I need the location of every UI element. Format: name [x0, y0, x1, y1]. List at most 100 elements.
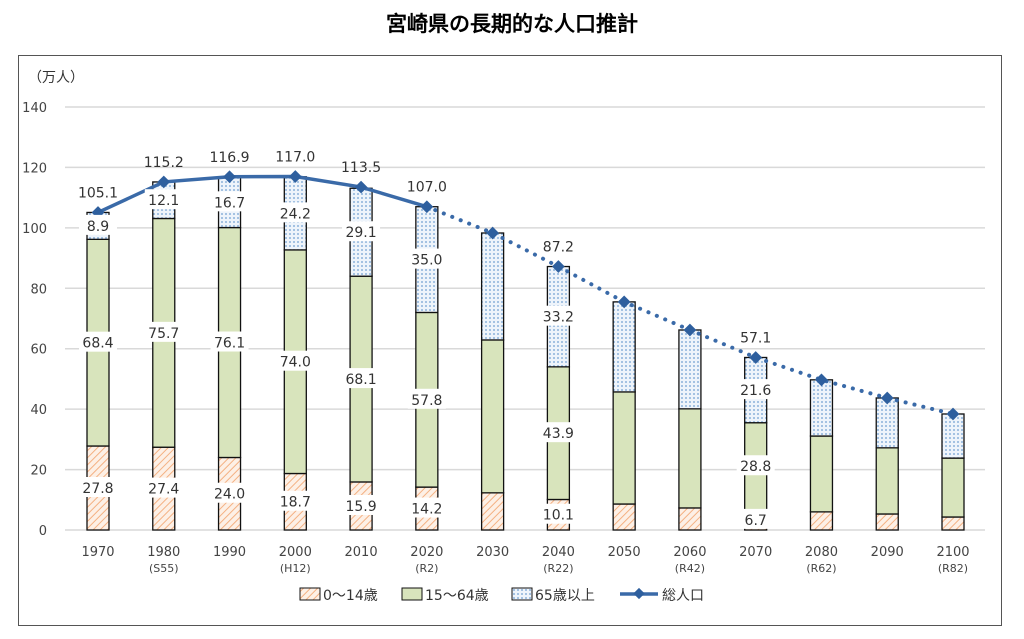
total-label: 107.0 — [407, 180, 447, 196]
total-population-marker — [354, 180, 368, 194]
legend-swatch — [299, 587, 321, 601]
data-label: 74.0 — [280, 355, 311, 371]
x-era-label: (R42) — [675, 562, 705, 575]
data-label: 14.2 — [411, 502, 442, 518]
data-label: 68.1 — [345, 372, 376, 388]
x-era-label: (R82) — [938, 562, 968, 575]
data-label-background — [210, 331, 249, 352]
bar-segment-age-0-14 — [678, 507, 702, 531]
data-label: 33.2 — [543, 310, 574, 326]
legend-label: 15～64歳 — [425, 588, 489, 604]
x-era-label: (R22) — [543, 562, 573, 575]
data-label: 12.1 — [148, 193, 179, 209]
x-tick-label: 2080 — [805, 545, 838, 560]
y-tick-label: 120 — [22, 161, 47, 176]
data-label: 27.4 — [148, 482, 179, 498]
data-label: 27.8 — [82, 481, 113, 497]
y-tick-label: 140 — [22, 101, 47, 116]
y-tick-label: 40 — [30, 403, 47, 418]
x-tick-label: 2030 — [476, 545, 509, 560]
data-label: 43.9 — [543, 426, 574, 442]
data-label-background — [539, 503, 578, 524]
data-label-background — [736, 379, 775, 400]
bar-segment-age-65-plus — [941, 413, 965, 459]
legend-label: 総人口 — [662, 588, 704, 604]
data-label: 24.0 — [214, 487, 245, 503]
data-label: 76.1 — [214, 336, 245, 352]
x-tick-label: 2010 — [345, 545, 378, 560]
data-label-background — [539, 422, 578, 443]
x-era-label: (R2) — [415, 562, 438, 575]
data-label: 6.7 — [745, 513, 767, 529]
data-label-background — [407, 497, 446, 518]
bar-segment-age-0-14 — [809, 511, 834, 531]
data-label-background — [79, 477, 117, 498]
bar-segment-age-0-14 — [480, 492, 505, 531]
data-label-background — [276, 350, 315, 371]
data-label: 15.9 — [345, 499, 376, 515]
y-tick-label: 100 — [22, 222, 47, 237]
x-tick-label: 1990 — [213, 545, 246, 560]
x-tick-label: 2020 — [410, 545, 443, 560]
total-population-marker — [486, 226, 499, 240]
data-label: 21.6 — [740, 383, 771, 399]
data-label-background — [736, 508, 775, 529]
legend-swatch — [401, 587, 423, 601]
data-label-background — [144, 477, 183, 498]
data-label-background — [736, 455, 775, 476]
bar-segment-age-15-64 — [612, 391, 636, 505]
x-tick-label: 2100 — [936, 545, 969, 560]
x-tick-label: 2000 — [279, 545, 312, 560]
x-tick-label: 2090 — [871, 545, 904, 560]
data-label: 16.7 — [214, 195, 245, 211]
bar-segment-age-0-14 — [875, 513, 899, 531]
bar-segment-age-65-plus — [809, 379, 834, 437]
data-label-background — [539, 305, 578, 326]
data-label-background — [210, 191, 249, 212]
total-label: 115.2 — [144, 155, 184, 171]
data-label: 57.8 — [411, 393, 442, 409]
x-tick-label: 1970 — [81, 545, 114, 560]
bar-segment-age-15-64 — [941, 457, 965, 518]
bar-segment-age-65-plus — [612, 301, 636, 393]
bar-segment-age-15-64 — [809, 435, 834, 513]
y-tick-label: 0 — [39, 524, 47, 539]
data-label: 35.0 — [411, 253, 442, 269]
data-label-background — [276, 490, 315, 511]
data-label-background — [342, 368, 381, 389]
bar-segment-age-65-plus — [875, 397, 899, 449]
bar-segment-age-0-14 — [612, 503, 636, 531]
bar-segment-age-0-14 — [941, 516, 965, 531]
x-tick-label: 2060 — [673, 545, 706, 560]
data-label-background — [407, 248, 446, 269]
data-label-background — [342, 494, 381, 515]
data-label: 24.2 — [280, 206, 311, 222]
x-tick-label: 2070 — [739, 545, 772, 560]
legend-label: 0～14歳 — [323, 588, 378, 604]
y-tick-label: 20 — [30, 464, 47, 479]
total-label: 87.2 — [543, 240, 574, 256]
data-label-background — [79, 331, 117, 352]
legend-diamond-icon — [633, 587, 645, 600]
data-label-background — [210, 482, 249, 503]
data-label: 68.4 — [82, 336, 113, 352]
x-era-label: (R62) — [806, 562, 836, 575]
y-axis-unit-label: （万人） — [28, 70, 84, 86]
bar-segment-age-65-plus — [678, 329, 702, 410]
data-label-background — [144, 189, 183, 210]
total-label: 113.5 — [341, 160, 381, 176]
data-label: 18.7 — [280, 495, 311, 511]
data-label: 29.1 — [345, 225, 376, 241]
data-label: 28.8 — [740, 459, 771, 475]
legend-label: 65歳以上 — [535, 588, 595, 604]
total-label: 57.1 — [740, 330, 771, 346]
data-label: 10.1 — [543, 508, 574, 524]
x-tick-label: 1980 — [147, 545, 180, 560]
total-population-marker — [223, 170, 236, 184]
x-tick-label: 2040 — [542, 545, 575, 560]
data-label-background — [144, 321, 183, 342]
bar-segment-age-15-64 — [480, 339, 505, 494]
data-label: 8.9 — [87, 219, 109, 235]
y-tick-label: 60 — [30, 343, 47, 358]
legend-swatch — [511, 587, 533, 601]
